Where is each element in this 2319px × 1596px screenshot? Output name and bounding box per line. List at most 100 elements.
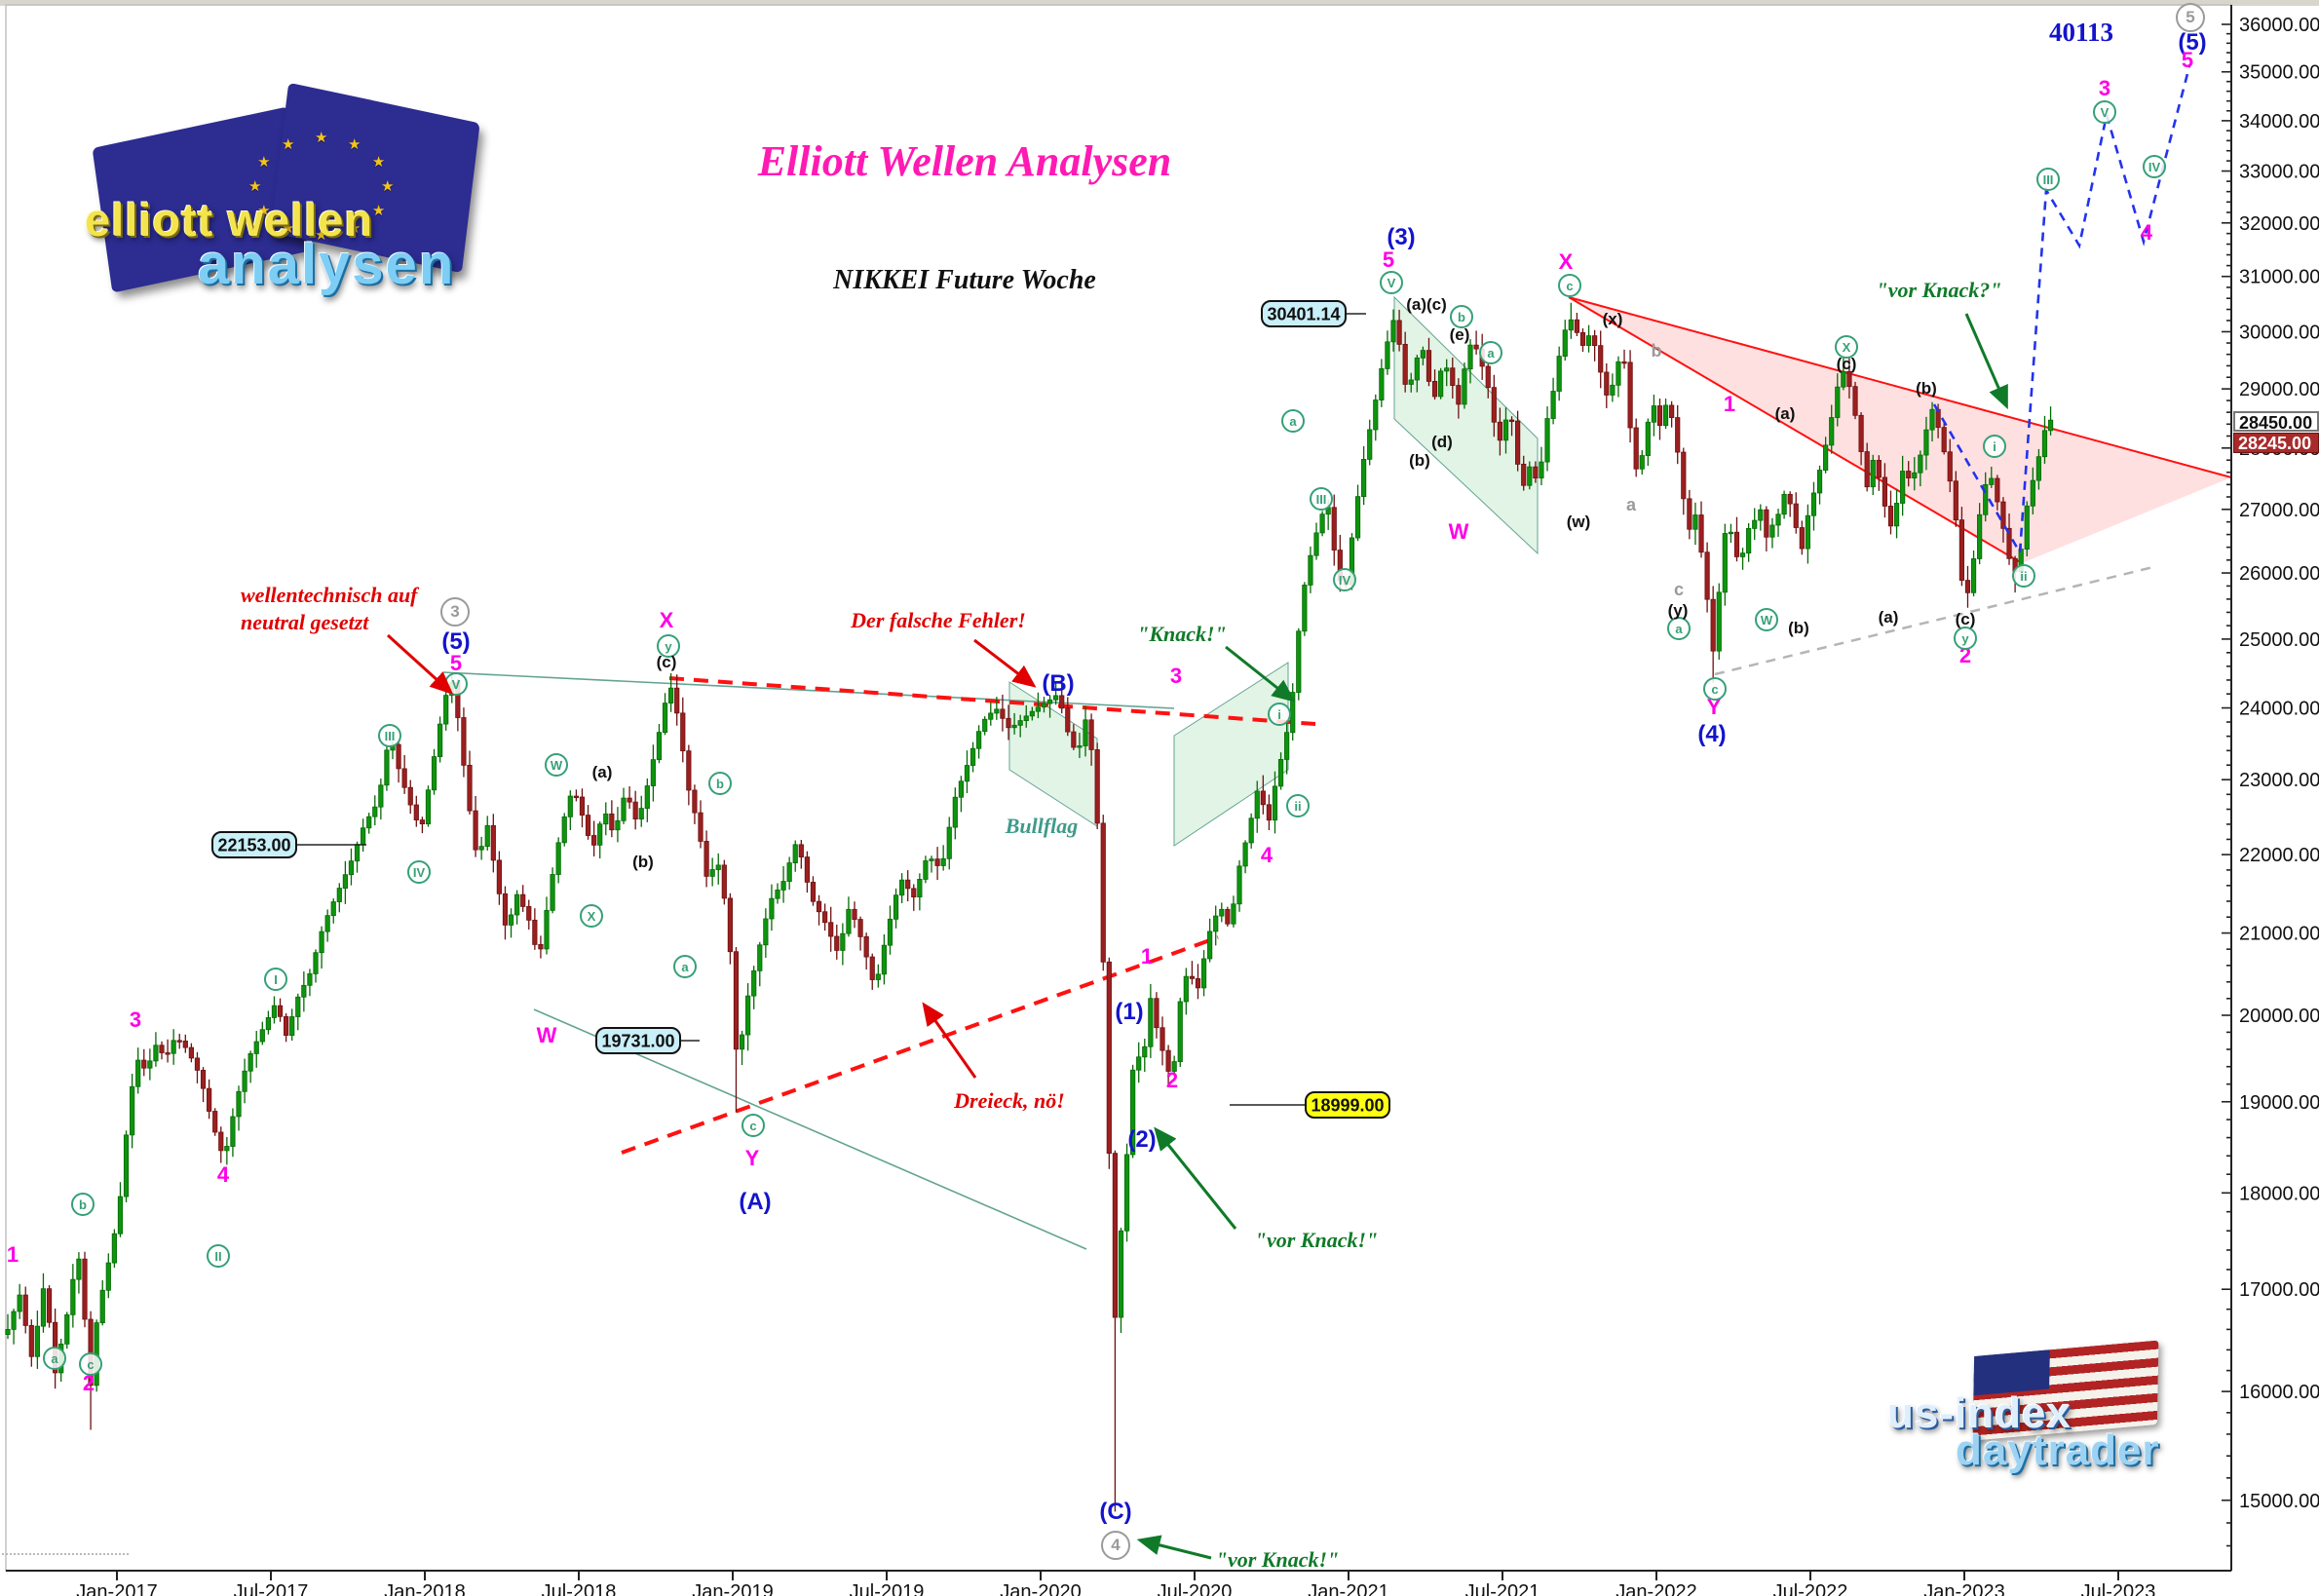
candle (1094, 742, 1100, 830)
annotation-text: wellentechnisch auf (241, 583, 420, 607)
candle-body (2000, 501, 2006, 529)
candle-body (1154, 998, 1160, 1029)
candle-body (1100, 822, 1106, 963)
candle (130, 1074, 135, 1149)
candle (810, 876, 817, 906)
candle (111, 1229, 117, 1269)
candle-body (573, 795, 579, 799)
eu-star-icon: ★ (257, 154, 271, 171)
annotation-text: Der falsche Fehler! (850, 608, 1026, 632)
candle (1450, 357, 1456, 399)
price-axis-label: 17000.00 (2239, 1279, 2319, 1301)
wave-label-black: (w) (1567, 513, 1591, 531)
candle-body (1106, 961, 1112, 1155)
candle (1462, 362, 1467, 409)
candle-body (40, 1288, 47, 1327)
candle-body (301, 984, 307, 998)
wave-circle-text: IV (413, 865, 426, 880)
wave-circle-label: I (264, 968, 287, 991)
candle (1491, 374, 1497, 437)
red-resistance[interactable] (668, 676, 1316, 726)
wedge-lower[interactable] (1568, 296, 2023, 564)
candle (852, 901, 857, 929)
wave-label-black: (a) (1879, 608, 1899, 627)
candle (105, 1253, 111, 1299)
candle (2030, 467, 2035, 514)
candle (940, 845, 946, 871)
wave-circle-text: 3 (450, 602, 459, 621)
candle-body (1574, 319, 1580, 333)
candle (638, 795, 644, 827)
candle (1473, 330, 1479, 355)
candle-body (1508, 419, 1515, 423)
candle-body (473, 810, 478, 851)
candle (307, 969, 313, 997)
candle-body (715, 864, 721, 870)
wave-circle-label: b (1450, 305, 1473, 328)
wave-label-magenta: W (537, 1023, 557, 1047)
wave-circle-text: y (665, 639, 672, 654)
candle (277, 998, 284, 1022)
candle-body (1769, 524, 1775, 538)
candle-body (911, 888, 917, 897)
candle-body (810, 881, 817, 902)
candle-body (1165, 1049, 1171, 1072)
candle (1983, 472, 1989, 522)
candle (792, 840, 798, 872)
candle-body (567, 795, 573, 817)
candle-body (940, 857, 946, 866)
candle-body (1604, 371, 1610, 396)
wave-circle (1983, 435, 2006, 458)
gray-support-2022[interactable] (1714, 565, 2154, 676)
price-axis-label: 29000.00 (2239, 379, 2319, 400)
candle-body (745, 995, 751, 1036)
candle-body (2047, 419, 2054, 432)
candle (467, 750, 473, 815)
candle-body (934, 858, 940, 866)
price-axis-label: 31000.00 (2239, 267, 2319, 288)
candle (1142, 1039, 1148, 1072)
candle-body (130, 1085, 135, 1136)
candle (1621, 349, 1627, 369)
candle (763, 908, 769, 958)
candle-body (1692, 514, 1698, 530)
candle-body (615, 819, 621, 831)
candle-body (739, 1034, 745, 1050)
candle-body (1681, 451, 1687, 500)
candle-body (988, 712, 994, 720)
candle (1059, 680, 1065, 714)
candle-body (1396, 320, 1402, 345)
candle (153, 1032, 159, 1067)
wave-circle (1333, 568, 1356, 591)
candle-body (1467, 344, 1473, 370)
candle-body (105, 1262, 111, 1291)
elliott-projection-line (1932, 65, 2191, 557)
candle-body (544, 909, 550, 950)
candle-body (384, 749, 390, 786)
wave-circle (545, 753, 568, 777)
candle (1810, 481, 1817, 531)
annotation-text: "vor Knack!" (1216, 1547, 1340, 1572)
wave-label-magenta: 3 (2099, 76, 2110, 100)
candle (1651, 395, 1657, 437)
annotation-arrow (1154, 1126, 1237, 1230)
trendlines[interactable] (442, 296, 2232, 1250)
wedge-upper[interactable] (1568, 296, 2232, 478)
candle (1367, 419, 1373, 466)
candle (1870, 454, 1876, 496)
elliott-wellen-analysen-logo: ★ ★ ★ ★ ★ ★ ★ ★ ★ ★ ★ ★ elliott wellen analysen (83, 68, 492, 322)
candle (585, 805, 591, 840)
candle (1242, 840, 1248, 874)
candle-body (1610, 384, 1616, 396)
wave-circle-text: a (1487, 346, 1495, 361)
wave-labels: 345(5)(3)(B)(A)(1)(2)(C)(4)(5)5X3124WY12… (7, 3, 2207, 1560)
candle-body (638, 808, 644, 820)
candle (1616, 356, 1621, 398)
candle (1497, 407, 1503, 456)
candle-body (786, 862, 792, 882)
candle (1662, 399, 1669, 430)
wave-label-magenta: 5 (2182, 48, 2193, 72)
dreieck-support[interactable] (621, 935, 1219, 1155)
wave-circle (1835, 335, 1858, 359)
